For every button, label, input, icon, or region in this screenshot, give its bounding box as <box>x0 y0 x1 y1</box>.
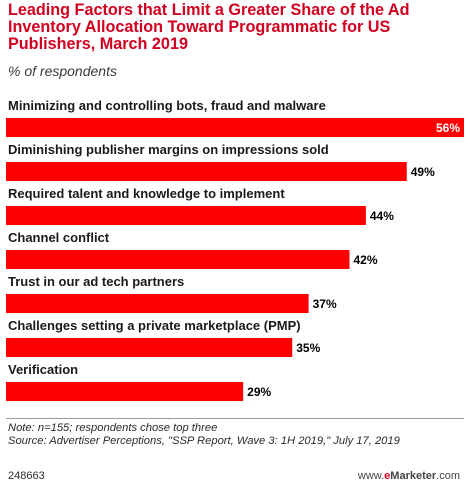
footer-divider <box>6 418 464 419</box>
bar <box>6 118 464 137</box>
bar <box>6 294 309 313</box>
category-label: Required talent and knowledge to impleme… <box>8 186 285 201</box>
emarketer-logo: www.eMarketer.com <box>358 470 460 482</box>
bar <box>6 338 293 357</box>
value-label: 56% <box>436 121 460 135</box>
category-label: Diminishing publisher margins on impress… <box>8 142 329 157</box>
category-label: Trust in our ad tech partners <box>8 274 184 289</box>
bar <box>6 162 407 181</box>
bar <box>6 382 244 401</box>
value-label: 35% <box>296 341 320 355</box>
note-text: Note: n=155; respondents chose top three <box>8 422 218 434</box>
category-label: Challenges setting a private marketplace… <box>8 318 301 333</box>
brand-e: e <box>384 470 391 482</box>
value-label: 42% <box>354 253 378 267</box>
category-label: Minimizing and controlling bots, fraud a… <box>8 98 326 113</box>
value-label: 49% <box>411 165 435 179</box>
bar <box>6 250 350 269</box>
source-text: Source: Advertiser Perceptions, "SSP Rep… <box>8 435 400 448</box>
value-label: 44% <box>370 209 394 223</box>
chart-subtitle: % of respondents <box>8 63 117 79</box>
value-label: 29% <box>247 385 271 399</box>
chart-id: 248663 <box>8 470 45 482</box>
notes: Note: n=155; respondents chose top three… <box>8 422 463 448</box>
bar-chart-svg: Minimizing and controlling bots, fraud a… <box>6 98 464 401</box>
value-label: 37% <box>313 297 337 311</box>
bar <box>6 206 366 225</box>
brand-suffix: .com <box>436 470 460 482</box>
chart-title: Leading Factors that Limit a Greater Sha… <box>8 1 410 53</box>
brand-main: Marketer <box>390 470 437 482</box>
category-label: Channel conflict <box>8 230 110 245</box>
category-label: Verification <box>8 362 78 377</box>
brand-prefix: www. <box>357 470 385 482</box>
